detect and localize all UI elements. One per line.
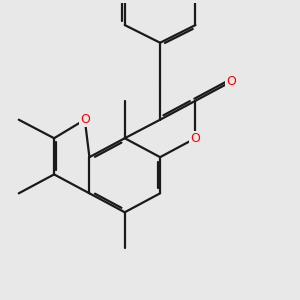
Text: O: O <box>80 113 90 126</box>
Text: O: O <box>190 132 200 145</box>
Text: O: O <box>226 75 236 88</box>
